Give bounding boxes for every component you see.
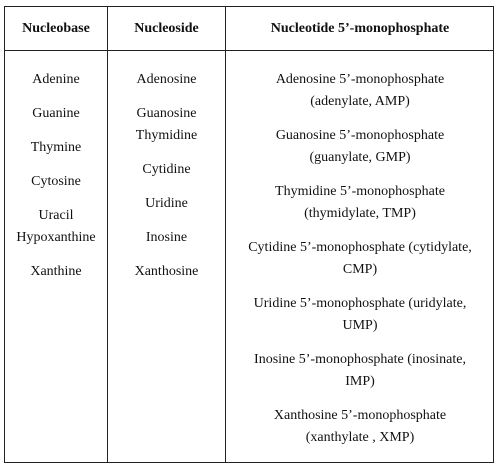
nucleotide-cell: Xanthosine 5’-monophosphate (xanthylate … xyxy=(226,405,494,449)
nucleobase-cell: Adenine xyxy=(32,72,80,87)
nucleoside-cell: Uridine xyxy=(145,196,188,211)
nucleotide-line: IMP) xyxy=(345,374,375,389)
nucleotide-line: Inosine 5’-monophosphate (inosinate, xyxy=(254,352,466,367)
nucleobase-cell: Xanthine xyxy=(30,264,82,279)
nucleotide-line: (thymidylate, TMP) xyxy=(304,206,416,221)
nucleobase-cell: Uracil xyxy=(38,208,74,223)
nucleotide-line: Cytidine 5’-monophosphate (cytidylate, xyxy=(248,240,472,255)
nucleotide-line: Xanthosine 5’-monophosphate xyxy=(273,408,447,423)
nucleobase-cell: Hypoxanthine xyxy=(16,230,96,245)
nucleoside-cell: Xanthosine xyxy=(134,264,199,279)
nucleotide-cell: Guanosine 5’-monophosphate (guanylate, G… xyxy=(226,125,494,169)
nucleotide-cell: Uridine 5’-monophosphate (uridylate, UMP… xyxy=(226,293,494,337)
nucleotide-line: (guanylate, GMP) xyxy=(309,150,411,165)
nucleobase-cell: Guanine xyxy=(32,106,80,121)
nucleotide-cell: Thymidine 5’-monophosphate (thymidylate,… xyxy=(226,181,494,225)
nucleotide-line: CMP) xyxy=(342,262,378,277)
nucleoside-cell: Inosine xyxy=(145,230,188,245)
header-divider xyxy=(5,50,493,51)
nucleobase-cell: Thymine xyxy=(30,140,82,155)
nucleotide-line: Adenosine 5’-monophosphate xyxy=(275,72,445,87)
header-nucleobase: Nucleobase xyxy=(22,20,90,36)
nucleoside-cell: Cytidine xyxy=(142,162,191,177)
nucleoside-cell: Adenosine xyxy=(136,72,197,87)
header-nucleotide: Nucleotide 5’-monophosphate xyxy=(270,20,450,36)
nucleobase-cell: Cytosine xyxy=(31,174,81,189)
nucleotide-line: (xanthylate , XMP) xyxy=(305,430,415,445)
nucleotide-line: Guanosine 5’-monophosphate xyxy=(275,128,445,143)
nucleotide-cell: Inosine 5’-monophosphate (inosinate, IMP… xyxy=(226,349,494,393)
nucleotide-line: (adenylate, AMP) xyxy=(310,94,410,109)
nucleotide-cell: Cytidine 5’-monophosphate (cytidylate, C… xyxy=(226,237,494,281)
nucleotide-line: Uridine 5’-monophosphate (uridylate, xyxy=(253,296,467,311)
column-divider xyxy=(107,7,108,462)
nucleotide-line: Thymidine 5’-monophosphate xyxy=(275,184,445,199)
nucleotide-table: Nucleobase Nucleoside Nucleotide 5’-mono… xyxy=(4,6,494,463)
column-divider xyxy=(225,7,226,462)
nucleotide-cell: Adenosine 5’-monophosphate (adenylate, A… xyxy=(226,69,494,113)
nucleoside-cell: Thymidine xyxy=(135,128,198,143)
nucleotide-line: UMP) xyxy=(342,318,378,333)
header-nucleoside: Nucleoside xyxy=(134,20,199,36)
nucleoside-cell: Guanosine xyxy=(136,106,197,121)
